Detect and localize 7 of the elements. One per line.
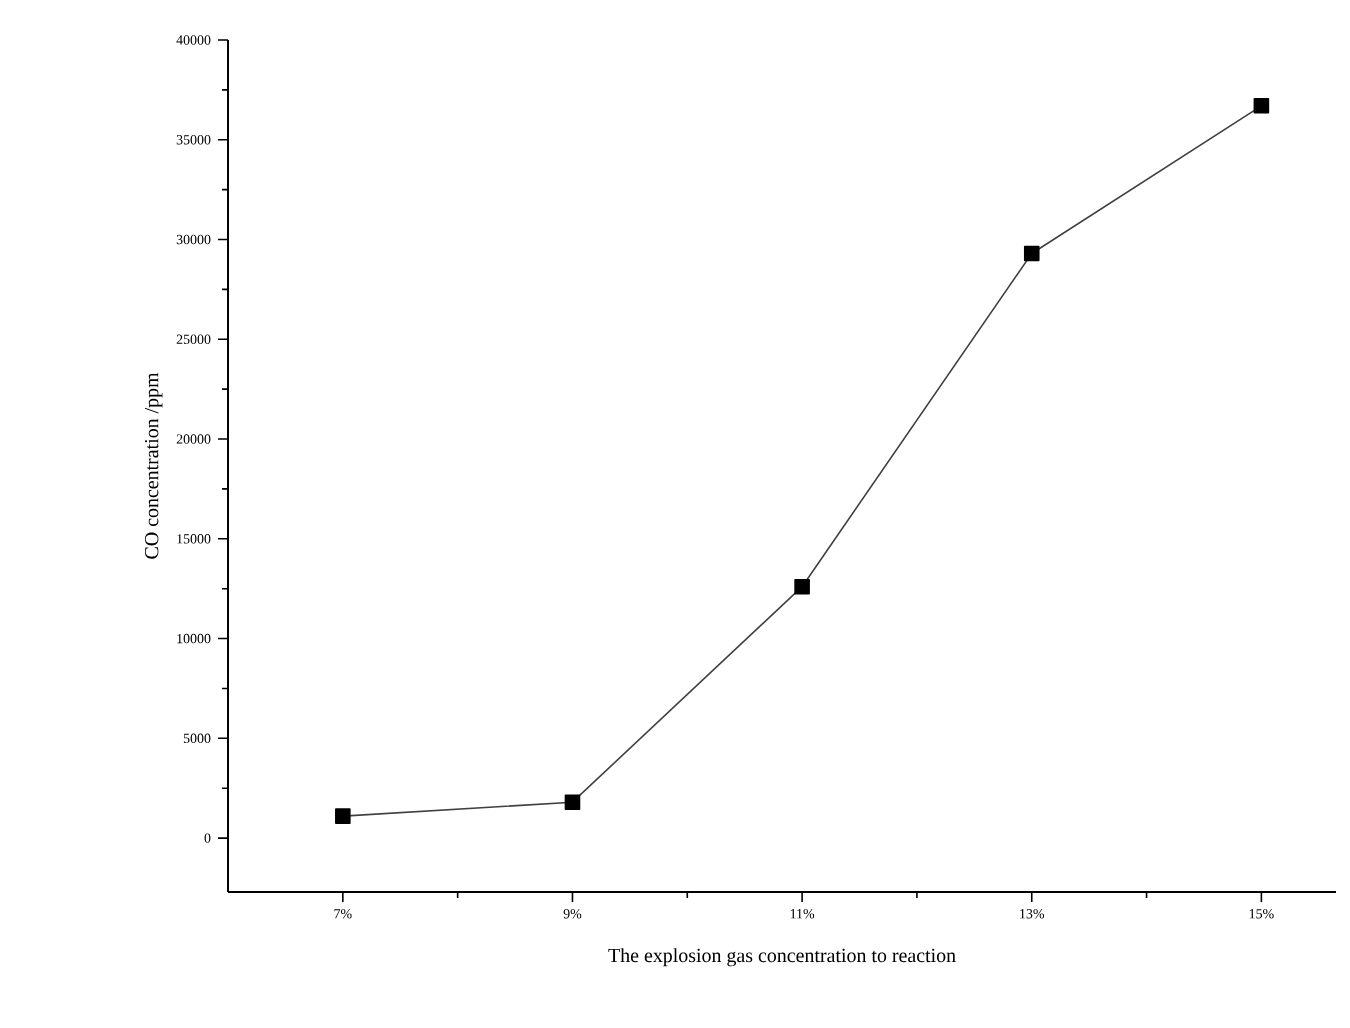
point bbox=[564, 794, 581, 810]
point bbox=[1023, 245, 1040, 262]
point bbox=[1253, 98, 1270, 114]
y-axis-title: CO concentration /ppm bbox=[145, 372, 163, 559]
x-axis-title: The explosion gas concentration to reaction bbox=[608, 948, 956, 967]
point bbox=[794, 578, 810, 595]
point bbox=[335, 808, 351, 824]
